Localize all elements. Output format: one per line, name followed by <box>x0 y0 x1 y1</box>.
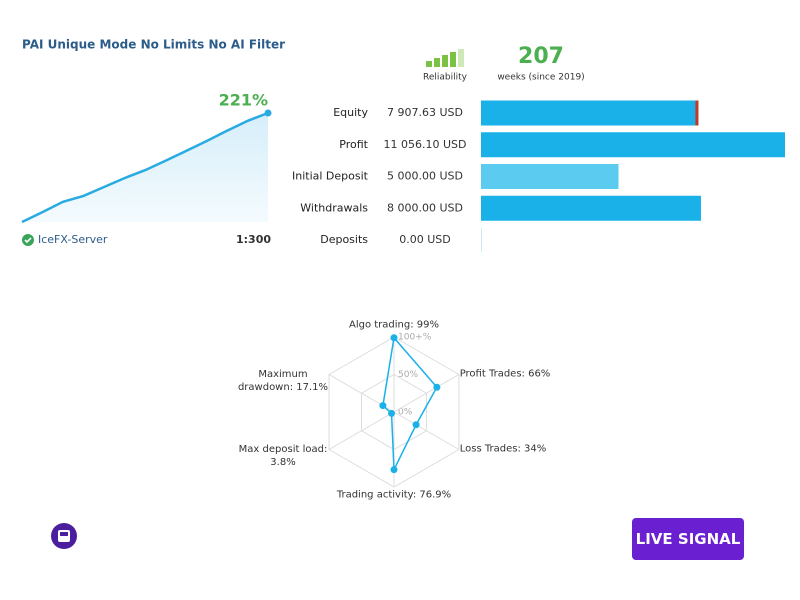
radar-axis-label: Profit Trades: 66% <box>459 368 551 380</box>
growth-line <box>21 111 269 224</box>
reliability-bar <box>450 52 456 67</box>
radar-axis-label: Loss Trades: 34% <box>459 443 547 455</box>
server-icon <box>22 234 34 246</box>
radar-tick-label: 50% <box>398 370 418 380</box>
leverage: 1:300 <box>236 233 271 246</box>
radar-spoke <box>328 411 395 450</box>
radar-point <box>388 409 396 417</box>
radar-axis-label: Maximum drawdown: 17.1% <box>237 369 329 393</box>
weeks-caption: weeks (since 2019) <box>497 73 584 83</box>
balance-value: 0.00 USD <box>399 233 451 246</box>
balance-label: Initial Deposit <box>292 170 369 183</box>
reliability-bar <box>442 55 448 67</box>
reliability-bar <box>458 49 464 67</box>
radar-point <box>433 383 441 391</box>
radar-spoke <box>393 374 460 413</box>
radar-point <box>390 334 398 342</box>
live-signal-button[interactable]: LIVE SIGNAL <box>632 518 744 560</box>
radar-point <box>412 421 420 429</box>
radar-axis-label: Algo trading: 99% <box>348 319 439 331</box>
balance-bar <box>481 132 785 158</box>
title: PAI Unique Mode No Limits No AI Filter <box>22 38 285 52</box>
balance-label: Equity <box>333 106 368 119</box>
balance-value: 11 056.10 USD <box>384 138 467 151</box>
reliability-bar <box>434 58 440 67</box>
reliability-bar <box>426 61 432 67</box>
growth-end-dot <box>264 109 272 117</box>
growth-area <box>22 113 268 222</box>
reliability-icon <box>426 49 464 67</box>
profile-icon <box>51 523 77 549</box>
radar-tick-label: 100+% <box>398 333 432 343</box>
radar-point <box>390 466 398 474</box>
balance-bar <box>481 195 701 221</box>
balance-label: Profit <box>339 138 368 151</box>
radar-axis-label: Trading activity: 76.9% <box>336 489 452 501</box>
reliability-label: Reliability <box>423 73 468 83</box>
weeks-value: 207 <box>518 44 564 69</box>
balance-bar <box>481 100 699 126</box>
balance-bar-end <box>695 100 699 126</box>
server: IceFX-Server <box>38 233 108 246</box>
balance-label: Withdrawals <box>300 201 368 214</box>
balance-value: 7 907.63 USD <box>387 106 463 119</box>
radar-axis-label: Max deposit load: 3.8% <box>238 444 328 468</box>
radar-point <box>379 402 387 410</box>
balance-value: 5 000.00 USD <box>387 170 463 183</box>
balance-value: 8 000.00 USD <box>387 201 463 214</box>
growth-label: 221% <box>219 91 268 110</box>
balance-bar <box>481 227 482 253</box>
balance-bar <box>481 164 619 189</box>
radar-spoke <box>393 411 460 450</box>
radar-tick-label: 0% <box>398 408 413 418</box>
balance-label: Deposits <box>320 233 368 246</box>
